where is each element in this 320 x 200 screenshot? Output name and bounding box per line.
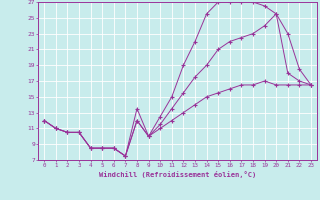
X-axis label: Windchill (Refroidissement éolien,°C): Windchill (Refroidissement éolien,°C) xyxy=(99,171,256,178)
